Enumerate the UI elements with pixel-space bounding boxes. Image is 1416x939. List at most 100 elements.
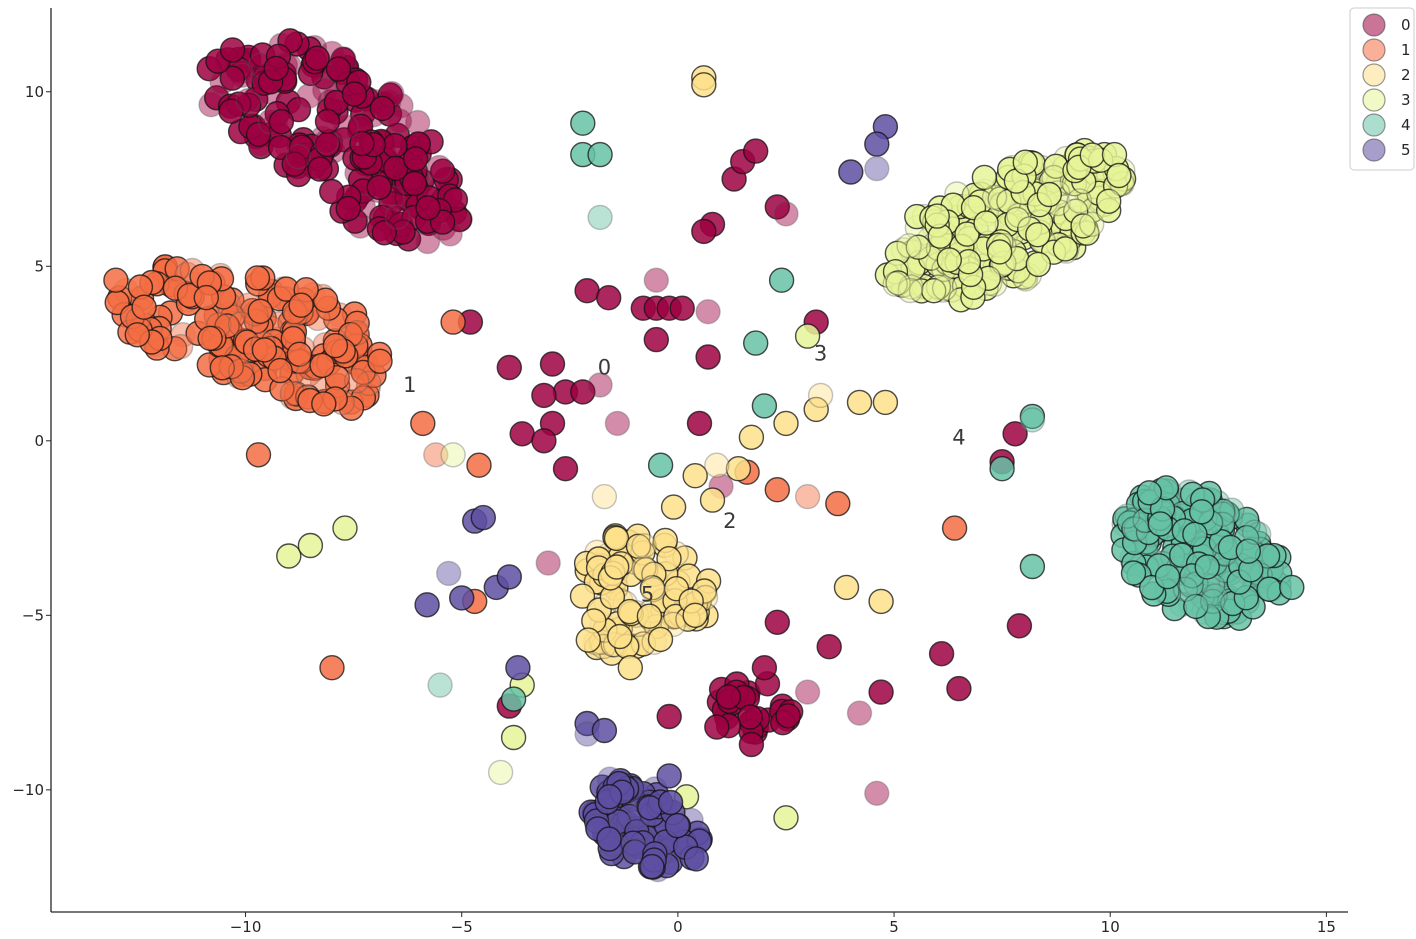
point-3-5 [297, 532, 324, 559]
cluster-point-0-178 [307, 156, 333, 182]
point-2-3 [807, 382, 834, 409]
point-4-14 [500, 686, 527, 712]
point-0-37 [816, 634, 842, 660]
point-2-8 [591, 483, 618, 510]
cluster-point-3-220 [1078, 211, 1105, 238]
point-0-0 [219, 37, 246, 63]
series-5 [414, 113, 899, 883]
point-1-0 [103, 267, 129, 293]
point-3-4 [276, 543, 302, 569]
legend-marker-0 [1362, 13, 1386, 37]
cluster-point-4-172 [1172, 576, 1199, 602]
cluster-point-2-91 [656, 546, 682, 572]
cluster-point-2-108 [640, 577, 666, 603]
cluster-point-3-192 [897, 277, 923, 304]
cluster-point-3-212 [1066, 188, 1093, 214]
cluster-point-1-174 [197, 325, 223, 351]
point-4-11 [1019, 553, 1046, 580]
point-0-9 [496, 354, 522, 381]
point-0-36 [764, 609, 790, 635]
cluster-point-4-151 [1183, 593, 1209, 620]
legend-marker-4 [1362, 113, 1386, 137]
cluster-point-1-181 [309, 352, 335, 379]
point-0-17 [531, 428, 557, 454]
x-tick-label: 0 [673, 918, 683, 935]
cluster-point-2-104 [631, 533, 657, 559]
cluster-point-1-165 [286, 341, 313, 367]
cluster-point-3-221 [986, 239, 1013, 265]
cluster-point-0-191 [366, 174, 392, 201]
subcluster-point-0-23 [715, 684, 742, 710]
cluster-point-0-184 [285, 143, 311, 170]
point-3-0 [1101, 141, 1128, 168]
cluster-point-4-183 [1120, 560, 1147, 586]
cluster-point-3-225 [1036, 181, 1063, 208]
series-0 [196, 28, 1033, 806]
point-0-44 [738, 731, 765, 758]
point-0-2 [596, 285, 622, 311]
cluster-point-0-216 [384, 204, 410, 230]
x-tick-label: 15 [1317, 918, 1336, 935]
point-4-5 [743, 330, 769, 356]
cluster-point-1-199 [251, 337, 278, 363]
series-2 [569, 65, 899, 681]
cluster-point-4-100 [1219, 497, 1245, 523]
cluster-point-4-188 [1241, 519, 1268, 545]
cluster-point-1-188 [227, 358, 254, 384]
point-5-16 [639, 853, 665, 880]
point-4-13 [427, 672, 453, 698]
point-1-10 [941, 515, 968, 541]
points-layer [103, 28, 1305, 883]
cluster-point-1-194 [288, 292, 314, 318]
cluster-point-2-101 [647, 626, 674, 653]
cluster-label-4: 4 [952, 425, 965, 449]
cluster-label-0: 0 [598, 355, 611, 379]
point-1-3 [423, 442, 449, 468]
point-2-13 [704, 452, 730, 478]
point-2-10 [682, 463, 708, 489]
point-4-7 [1019, 403, 1046, 430]
point-1-8 [794, 483, 821, 510]
point-3-6 [332, 515, 358, 541]
cluster-point-1-197 [267, 357, 293, 384]
cluster-point-0-215 [325, 56, 352, 82]
cluster-point-1-182 [312, 287, 339, 313]
point-3-3 [440, 442, 466, 468]
cluster-point-0-188 [426, 154, 452, 181]
point-0-47 [751, 655, 778, 681]
point-0-43 [794, 679, 821, 705]
point-4-0 [570, 110, 596, 136]
cluster-point-5-97 [657, 789, 684, 816]
x-tick-label: −10 [230, 918, 262, 935]
cluster-point-0-200 [296, 83, 322, 109]
point-5-15 [656, 763, 682, 789]
point-0-46 [704, 714, 730, 740]
legend-marker-2 [1362, 63, 1386, 87]
point-0-28 [773, 201, 799, 227]
point-5-7 [449, 585, 475, 611]
cluster-point-0-181 [218, 98, 244, 124]
point-5-5 [470, 504, 496, 531]
cluster-point-4-184 [1199, 588, 1226, 615]
axes [50, 8, 1348, 913]
cluster-point-4-189 [1147, 511, 1174, 537]
legend-label-5: 5 [1401, 141, 1411, 159]
cluster-point-0-159 [430, 158, 456, 184]
point-0-1 [574, 278, 600, 304]
cluster-point-4-152 [1123, 516, 1149, 542]
cluster-point-3-162 [885, 270, 911, 296]
cluster-point-3-227 [973, 210, 999, 236]
point-4-3 [587, 204, 613, 231]
legend-marker-3 [1362, 88, 1386, 112]
series-1 [103, 254, 968, 681]
point-1-5 [440, 309, 466, 335]
cluster-point-3-217 [1070, 213, 1096, 239]
cluster-point-2-100 [631, 555, 657, 581]
cluster-point-4-167 [1182, 521, 1208, 547]
point-4-10 [647, 452, 674, 478]
cluster-point-0-198 [219, 65, 246, 91]
x-tick-label: 10 [1101, 918, 1120, 935]
cluster-point-1-100 [344, 320, 370, 346]
cluster-point-0-206 [268, 108, 295, 135]
legend-label-4: 4 [1401, 116, 1411, 134]
